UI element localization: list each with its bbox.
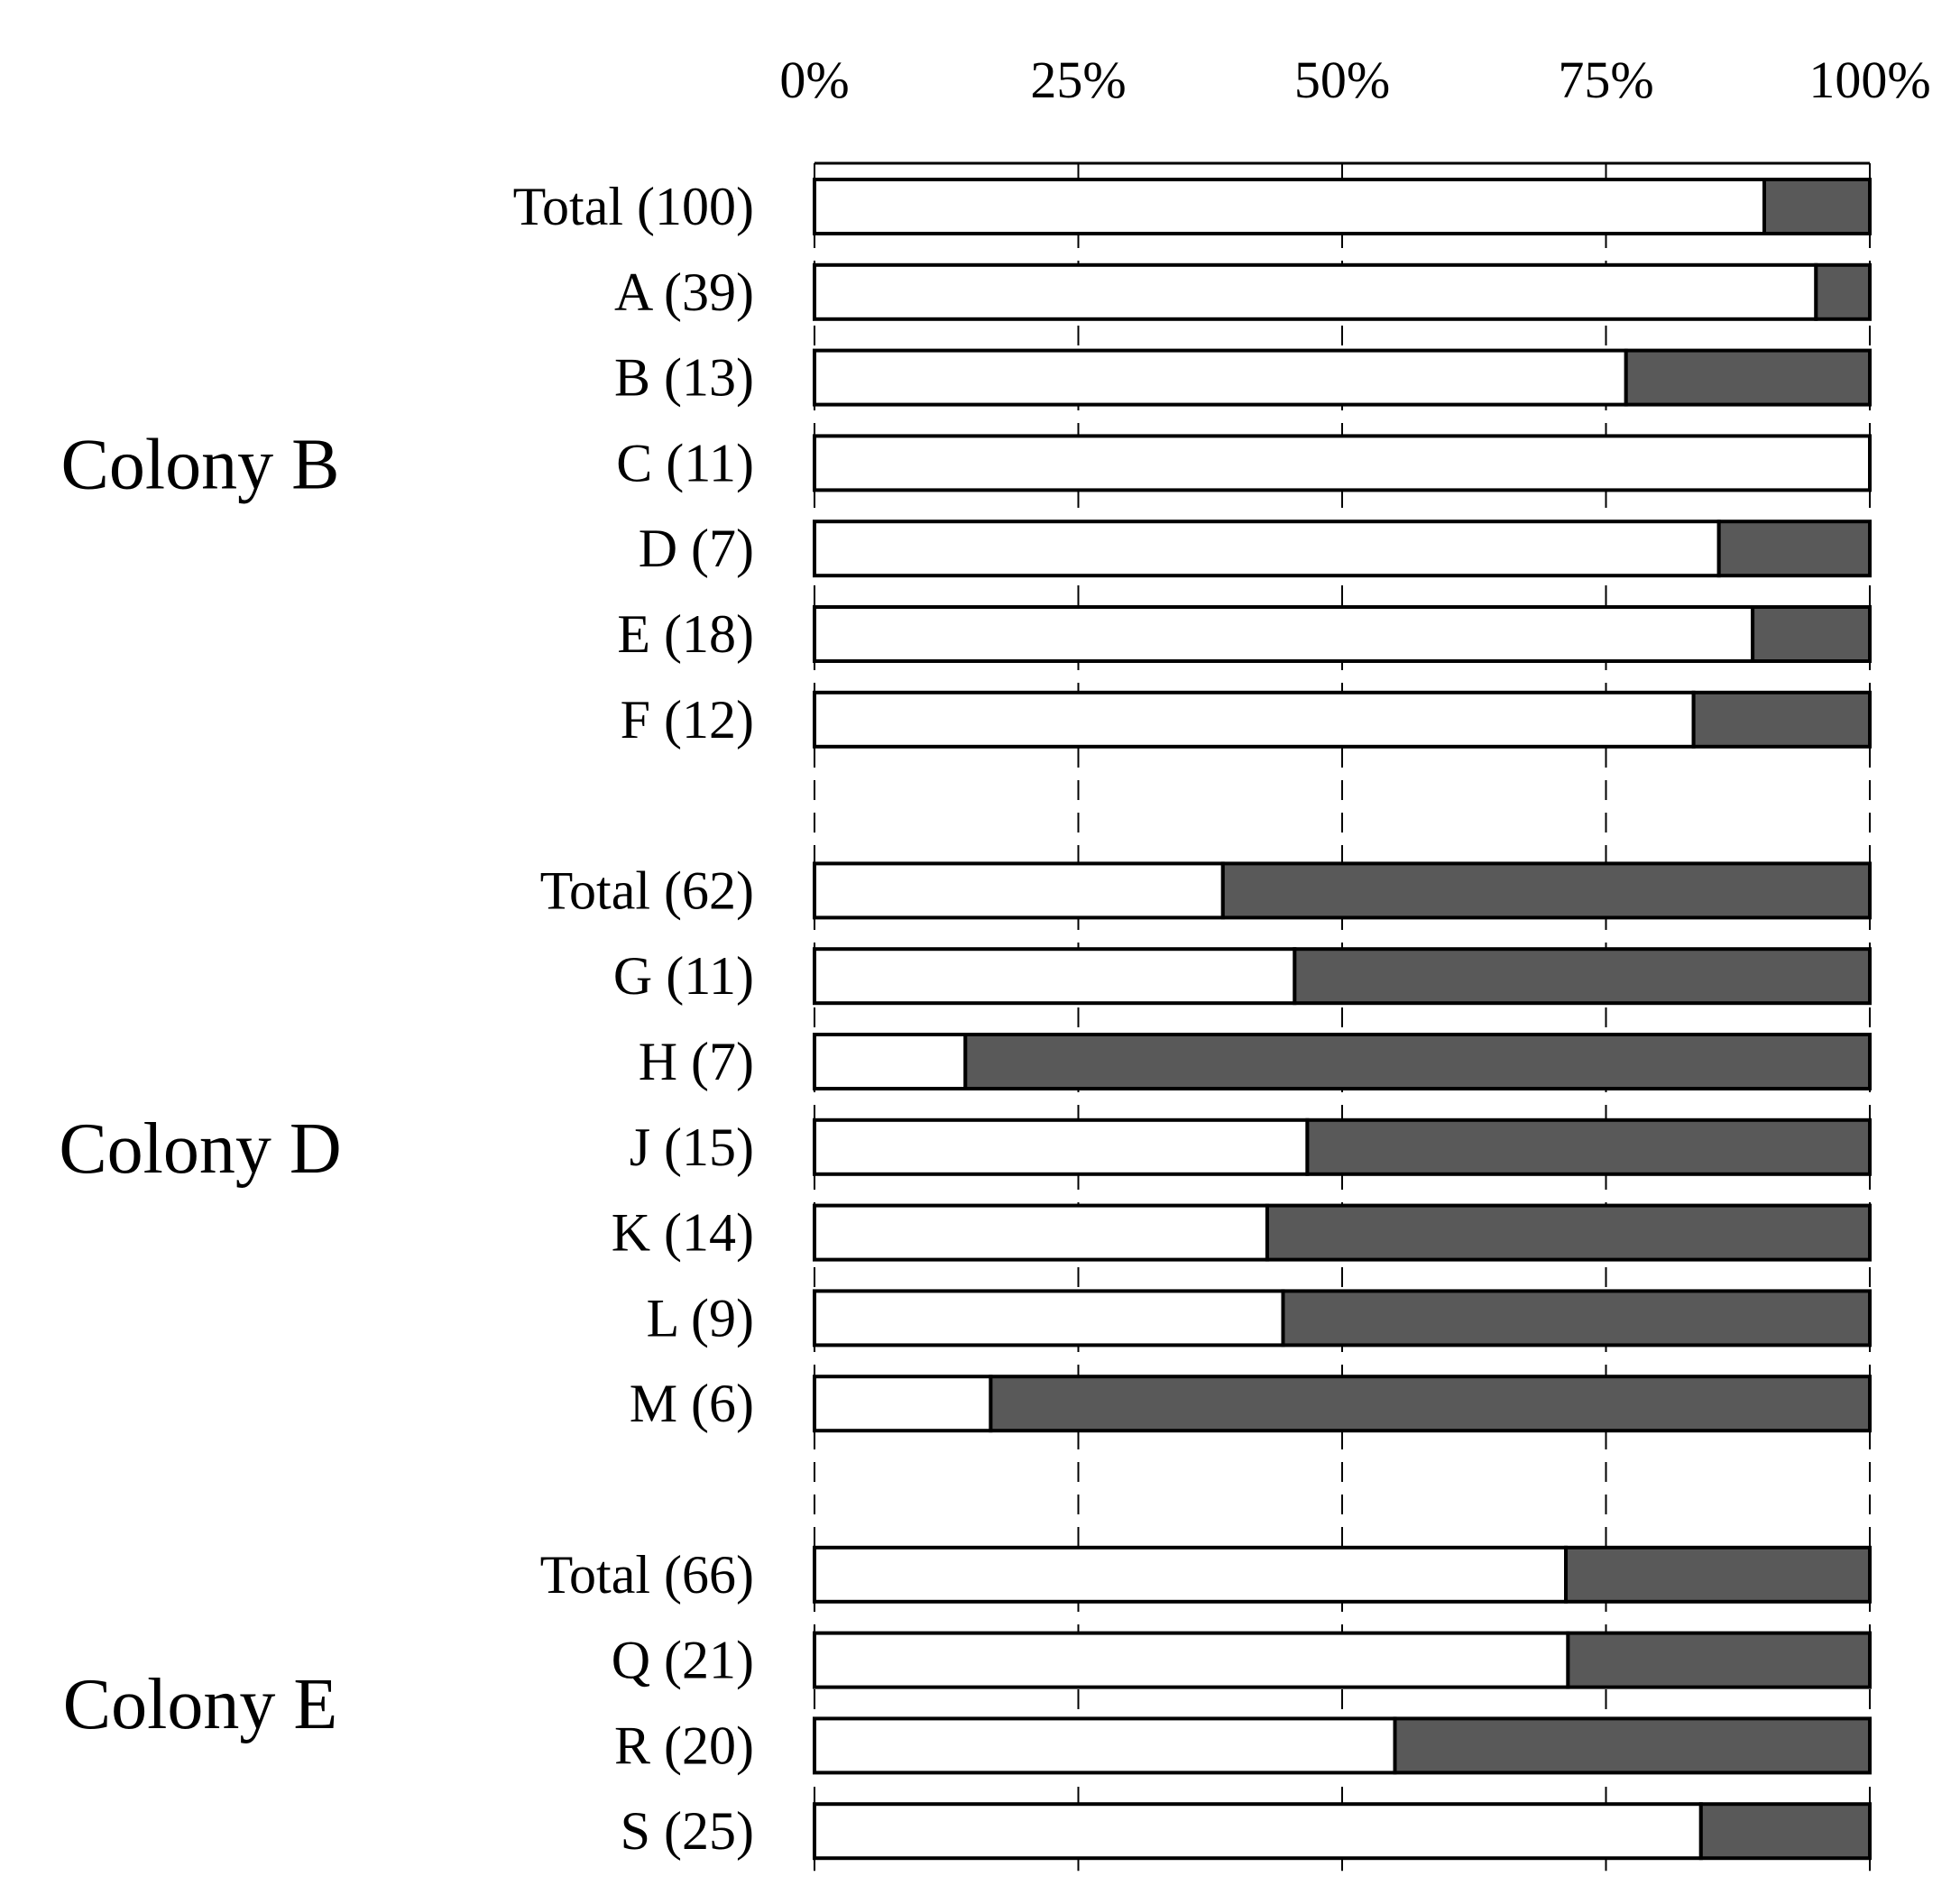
bar-segment-dark [1624, 348, 1872, 407]
bar-segment-white [813, 605, 1755, 663]
bar-segment-dark [1814, 262, 1872, 321]
row-label: C (11) [616, 433, 754, 492]
bar-segment-white [813, 1033, 968, 1090]
bar-segment-dark [1220, 861, 1873, 920]
bar-segment-dark [1698, 1802, 1873, 1861]
bar-segment-white [813, 1118, 1310, 1176]
bar-segment-white [813, 690, 1696, 749]
bar-segment-dark [1564, 1545, 1873, 1604]
group-labels: Colony B Colony D Colony E [59, 425, 341, 1744]
bar-segment-dark [1762, 178, 1872, 235]
bar-segment-white [813, 1631, 1570, 1689]
bar-segment-dark [1566, 1631, 1872, 1689]
bar-segment-dark [1281, 1289, 1872, 1348]
row-label: B (13) [614, 348, 754, 408]
x-tick-label: 0% [779, 51, 849, 109]
bar-segment-white [813, 1289, 1285, 1348]
bar-segment-dark [1293, 947, 1872, 1006]
bar-segment-dark [1393, 1716, 1872, 1775]
bar-segment-dark [1716, 520, 1872, 578]
bar-segment-white [813, 1203, 1269, 1262]
x-tick-label: 75% [1558, 51, 1653, 109]
row-label: D (7) [639, 519, 754, 578]
row-label: S (25) [621, 1801, 754, 1861]
row-label: Total (100) [513, 177, 754, 236]
group-label: Colony B [61, 425, 340, 504]
bar-segment-dark [1265, 1203, 1873, 1262]
bar-segment-dark [989, 1375, 1872, 1433]
bar-segment-white [813, 947, 1297, 1006]
bar-segment-dark [1691, 690, 1872, 749]
x-tick-label: 25% [1030, 51, 1126, 109]
row-label: Total (62) [540, 860, 754, 920]
bar-segment-dark [963, 1033, 1873, 1090]
x-tick-label: 50% [1294, 51, 1390, 109]
bar-segment-dark [1751, 605, 1872, 663]
row-label: E (18) [617, 604, 754, 664]
bar-segment-white [813, 348, 1628, 407]
row-label: Total (66) [540, 1545, 754, 1605]
row-label: M (6) [630, 1374, 754, 1433]
bar-segment-white [813, 1716, 1397, 1775]
row-label: H (7) [639, 1032, 754, 1091]
row-label: A (39) [614, 262, 754, 322]
bars [813, 178, 1873, 1861]
row-label: R (20) [614, 1715, 754, 1775]
bar-segment-white [813, 1802, 1703, 1861]
bar-segment-dark [1305, 1118, 1872, 1176]
row-label: L (9) [647, 1288, 754, 1348]
bar-segment-white [813, 1375, 993, 1433]
bar-segment-white [813, 178, 1766, 235]
x-axis-ticks: 0% 25% 50% 75% 100% [779, 51, 1930, 109]
row-label: K (14) [612, 1203, 754, 1263]
bar-segment-white [813, 1545, 1569, 1604]
row-labels: Total (100) A (39) B (13) C (11) D (7) E (18)… [513, 177, 754, 1861]
gridlines [814, 161, 1871, 1872]
bar-segment-white [813, 861, 1225, 920]
row-label: F (12) [621, 690, 754, 750]
bar-segment-white [813, 434, 1872, 492]
x-tick-label: 100% [1808, 51, 1930, 109]
row-label: J (15) [630, 1118, 754, 1177]
bar-segment-white [813, 520, 1721, 578]
group-label: Colony D [59, 1109, 341, 1189]
bar-segment-white [813, 262, 1818, 321]
group-label: Colony E [63, 1665, 337, 1744]
row-label: Q (21) [612, 1631, 754, 1690]
row-label: G (11) [613, 946, 754, 1006]
